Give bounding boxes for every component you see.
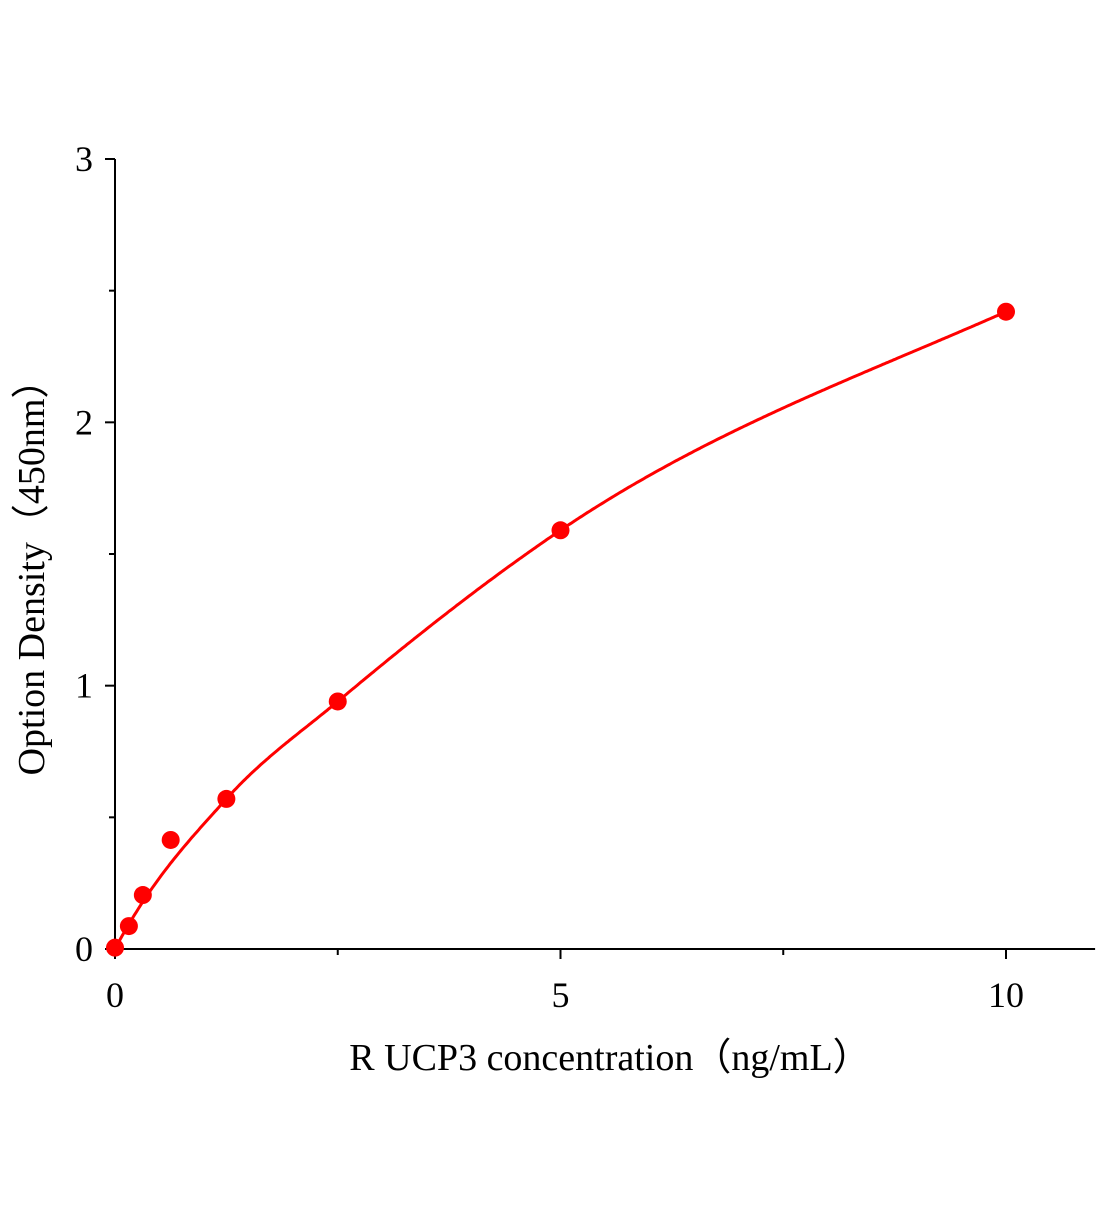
data-points bbox=[106, 302, 1015, 957]
data-point bbox=[106, 938, 124, 957]
x-tick-label: 0 bbox=[106, 975, 124, 1015]
y-tick-label: 0 bbox=[75, 929, 93, 969]
data-point bbox=[119, 917, 138, 936]
data-point bbox=[328, 692, 347, 711]
x-axis-label: R UCP3 concentration（ng/mL） bbox=[349, 1037, 870, 1079]
x-tick-label: 10 bbox=[988, 975, 1024, 1015]
y-tick-label: 1 bbox=[75, 666, 93, 706]
data-point bbox=[551, 521, 570, 540]
fit-curve bbox=[113, 310, 1007, 950]
data-point bbox=[997, 302, 1015, 321]
y-axis-label: Option Density（450nm） bbox=[11, 361, 53, 776]
axes: 0 5 10 0 1 2 3 bbox=[75, 139, 1096, 1015]
data-point bbox=[133, 886, 152, 905]
data-point bbox=[217, 789, 236, 808]
x-tick-label: 5 bbox=[552, 975, 570, 1015]
data-point bbox=[161, 830, 180, 849]
y-tick-label: 2 bbox=[75, 402, 93, 442]
y-tick-label: 3 bbox=[75, 139, 93, 179]
